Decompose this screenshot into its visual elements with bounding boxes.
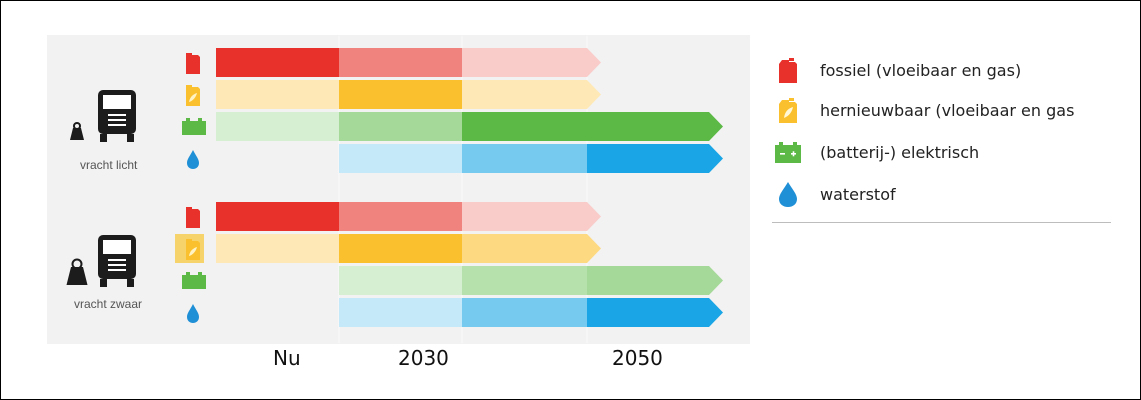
bar-segment-renewable-2050 (462, 234, 587, 263)
weight-icon (66, 267, 88, 285)
water-drop-icon (187, 150, 199, 169)
battery-icon (773, 137, 803, 167)
bar-arrowhead-renewable (587, 234, 601, 263)
legend-item-renewable: hernieuwbaar (vloeibaar en gas (773, 95, 1074, 125)
battery-terminal (186, 118, 190, 121)
bar-segment-renewable-Nu (216, 234, 339, 263)
truck-windshield (103, 240, 131, 254)
bar-arrowhead-renewable (587, 80, 601, 109)
group-label-light: vracht licht (80, 158, 138, 172)
truck-grille (108, 119, 126, 121)
legend-label: fossiel (vloeibaar en gas) (820, 60, 1022, 80)
weight-handle (73, 122, 81, 130)
bar-arrowhead-hydrogen (709, 144, 723, 173)
bar-segment-fossil-2030 (339, 48, 462, 77)
bar-segment-fossil-Nu (216, 48, 339, 77)
bar-segment-hydrogen-after-2050 (587, 298, 709, 327)
truck-wheel (127, 279, 134, 287)
bar-segment-fossil-2050 (462, 48, 587, 77)
bar-segment-electric-2050 (462, 266, 587, 295)
truck-grille (108, 259, 126, 261)
x-tick-label: 2050 (612, 346, 663, 370)
truck-wheel (100, 279, 107, 287)
truck-grille (108, 264, 126, 266)
bar-segment-hydrogen-2030 (339, 144, 462, 173)
water-drop-icon (773, 179, 803, 209)
weight-handle (71, 258, 83, 270)
truck-wheel (127, 134, 134, 142)
bar-segment-hydrogen-2050 (462, 144, 587, 173)
bar-segment-electric-after-2050 (587, 112, 709, 141)
bar-arrowhead-fossil (587, 48, 601, 77)
bar-arrowhead-electric (709, 266, 723, 295)
legend-item-hydrogen: waterstof (773, 179, 896, 209)
legend-label: (batterij-) elektrisch (820, 142, 980, 162)
legend-item-fossil: fossiel (vloeibaar en gas) (773, 55, 1021, 85)
truck-grille (108, 124, 126, 126)
bar-segment-renewable-Nu (216, 80, 339, 109)
legend-label: hernieuwbaar (vloeibaar en gas (820, 100, 1075, 120)
weight-icon (70, 128, 84, 140)
bar-segment-hydrogen-after-2050 (587, 144, 709, 173)
leaf-icon (189, 93, 197, 102)
truck-windshield (103, 95, 131, 109)
group-label-heavy: vracht zwaar (74, 297, 143, 311)
legend-item-electric: (batterij-) elektrisch (773, 137, 979, 167)
truck-wheel (100, 134, 107, 142)
battery-terminal (198, 272, 202, 275)
bar-segment-hydrogen-2050 (462, 298, 587, 327)
bar-arrowhead-fossil (587, 202, 601, 231)
bar-segment-electric-2050 (462, 112, 587, 141)
leaf-fuel-can-icon (773, 95, 803, 125)
legend-label: waterstof (820, 184, 896, 204)
bar-segment-renewable-2050 (462, 80, 587, 109)
bar-segment-hydrogen-2030 (339, 298, 462, 327)
bar-arrowhead-hydrogen (709, 298, 723, 327)
bar-segment-renewable-2030 (339, 80, 462, 109)
legend-divider (772, 222, 1111, 223)
battery-icon (182, 275, 206, 289)
bar-segment-electric-2030 (339, 112, 462, 141)
bar-arrowhead-electric (709, 112, 723, 141)
truck-grille (108, 114, 126, 116)
fuel-can-icon (186, 53, 200, 74)
battery-terminal (198, 118, 202, 121)
bar-segment-renewable-2030 (339, 234, 462, 263)
water-drop-icon (187, 304, 199, 323)
x-tick-label: Nu (273, 346, 301, 370)
bar-segment-fossil-2050 (462, 202, 587, 231)
fuel-can-icon (773, 55, 803, 85)
bar-segment-electric-after-2050 (587, 266, 709, 295)
bar-segment-fossil-2030 (339, 202, 462, 231)
bar-segment-electric-2030 (339, 266, 462, 295)
bar-segment-electric-Nu (216, 112, 339, 141)
truck-grille (108, 269, 126, 271)
fuel-can-icon (186, 207, 200, 228)
leaf-icon (189, 247, 197, 256)
x-tick-label: 2030 (398, 346, 449, 370)
battery-icon (182, 121, 206, 135)
bar-segment-fossil-Nu (216, 202, 339, 231)
battery-terminal (186, 272, 190, 275)
